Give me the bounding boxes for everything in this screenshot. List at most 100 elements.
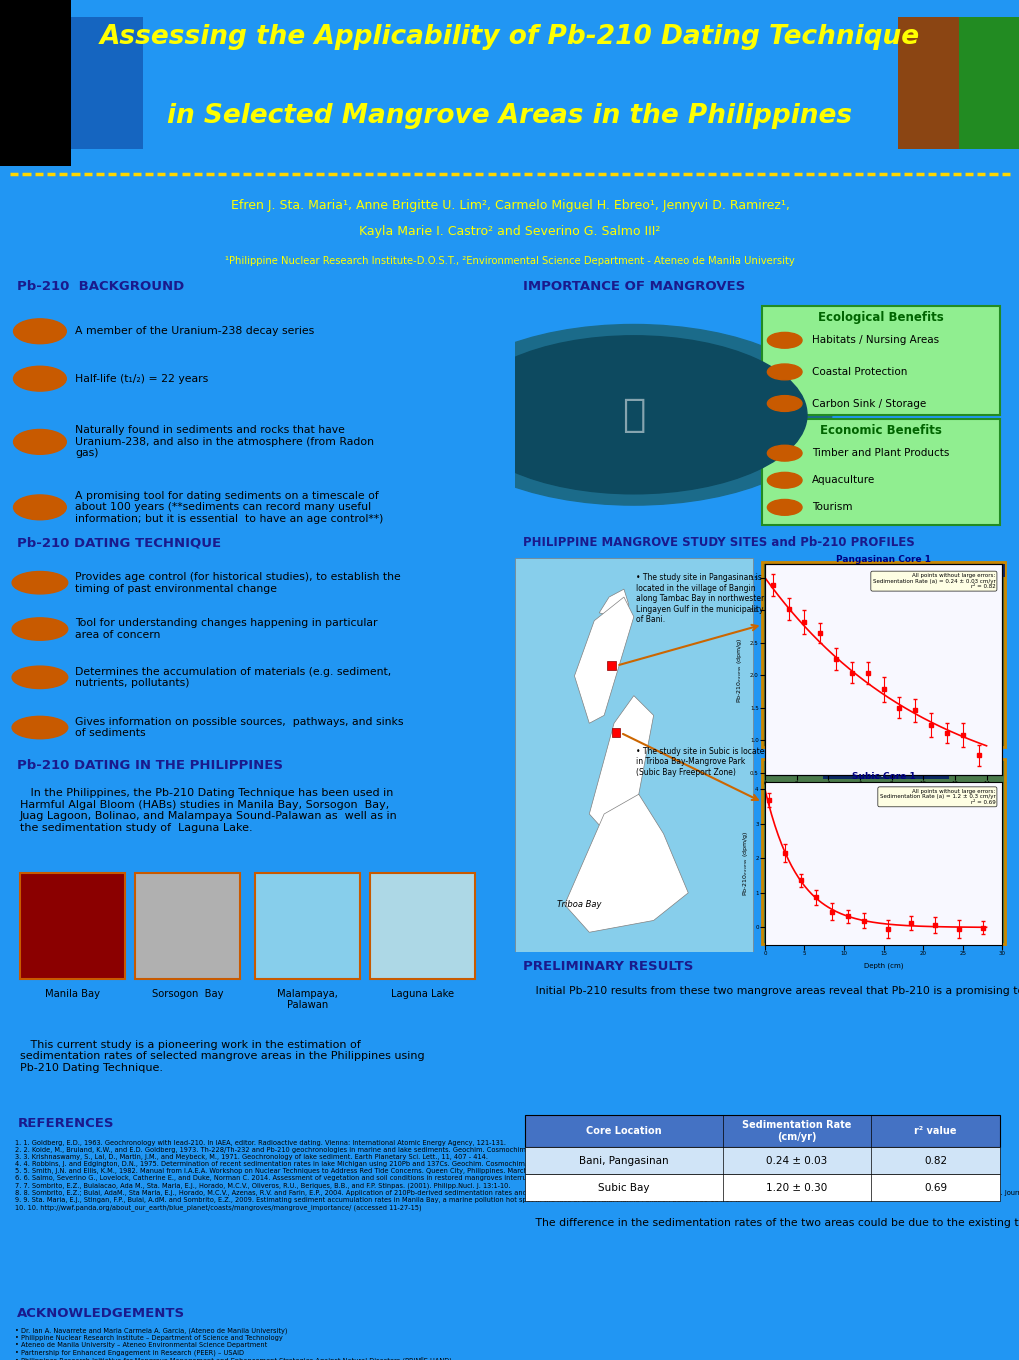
Text: 1.20 ± 0.30: 1.20 ± 0.30 — [765, 1183, 826, 1193]
Circle shape — [766, 364, 801, 379]
Text: Habitats / Nursing Areas: Habitats / Nursing Areas — [811, 336, 938, 345]
FancyBboxPatch shape — [370, 873, 475, 979]
Text: BANI, PANGASINAN: BANI, PANGASINAN — [897, 566, 1002, 575]
Bar — [958, 16, 1019, 150]
Text: Core Location: Core Location — [586, 1126, 661, 1136]
Circle shape — [435, 325, 830, 505]
Title: Pangasinan Core 1: Pangasinan Core 1 — [836, 555, 930, 563]
FancyBboxPatch shape — [525, 1115, 999, 1146]
Text: 1. 1. Goldberg, E.D., 1963. Geochronology with lead-210. In IAEA, editor. Radioa: 1. 1. Goldberg, E.D., 1963. Geochronolog… — [15, 1140, 1019, 1210]
Circle shape — [461, 336, 806, 494]
Polygon shape — [574, 597, 633, 724]
Text: Initial Pb-210 results from these two mangrove areas reveal that Pb-210 is a pro: Initial Pb-210 results from these two ma… — [525, 986, 1019, 996]
Text: Tourism: Tourism — [811, 502, 852, 513]
Circle shape — [12, 717, 67, 738]
Text: PHILIPPINE MANGROVE STUDY SITES and Pb-210 PROFILES: PHILIPPINE MANGROVE STUDY SITES and Pb-2… — [522, 536, 913, 549]
Text: IMPORTANCE OF MANGROVES: IMPORTANCE OF MANGROVES — [522, 280, 744, 294]
Text: Pb-210 DATING IN THE PHILIPPINES: Pb-210 DATING IN THE PHILIPPINES — [17, 759, 283, 772]
Text: Carbon Sink / Storage: Carbon Sink / Storage — [811, 398, 925, 408]
Circle shape — [766, 332, 801, 348]
Bar — [611, 729, 620, 737]
Circle shape — [13, 366, 66, 392]
Circle shape — [13, 430, 66, 454]
Circle shape — [766, 445, 801, 461]
Polygon shape — [598, 589, 629, 617]
Polygon shape — [565, 794, 688, 933]
Circle shape — [13, 318, 66, 344]
Text: Gives information on possible sources,  pathways, and sinks
of sediments: Gives information on possible sources, p… — [74, 717, 404, 738]
Text: A promising tool for dating sediments on a timescale of
about 100 years (**sedim: A promising tool for dating sediments on… — [74, 491, 383, 524]
Text: Efren J. Sta. Maria¹, Anne Brigitte U. Lim², Carmelo Miguel H. Ebreo¹, Jennyvi D: Efren J. Sta. Maria¹, Anne Brigitte U. L… — [230, 199, 789, 212]
Text: Provides age control (for historical studies), to establish the
timing of past e: Provides age control (for historical stu… — [74, 573, 400, 593]
Circle shape — [12, 666, 67, 688]
Text: SUBIC BAY, ZAMBALES: SUBIC BAY, ZAMBALES — [824, 767, 947, 777]
Text: • Dr. Ian A. Navarrete and Maria Carmela A. Garcia, (Ateneo de Manila University: • Dr. Ian A. Navarrete and Maria Carmela… — [15, 1327, 451, 1360]
Text: Half-life (t₁/₂) = 22 years: Half-life (t₁/₂) = 22 years — [74, 374, 208, 384]
Text: • The study site in Pangasinan is
located in the village of Bangin
along Tambac : • The study site in Pangasinan is locate… — [636, 574, 768, 624]
Text: Kayla Marie I. Castro² and Severino G. Salmo III²: Kayla Marie I. Castro² and Severino G. S… — [359, 226, 660, 238]
Text: in Selected Mangrove Areas in the Philippines: in Selected Mangrove Areas in the Philip… — [167, 103, 852, 129]
Text: All points without large errors:
Sedimentation Rate (a) = 0.24 ± 0.03 cm/yr
r² =: All points without large errors: Sedimen… — [871, 573, 995, 589]
Text: PRELIMINARY RESULTS: PRELIMINARY RESULTS — [522, 960, 692, 974]
Text: ¹Philippine Nuclear Research Institute-D.O.S.T., ²Environmental Science Departme: ¹Philippine Nuclear Research Institute-D… — [225, 257, 794, 267]
Text: Aquaculture: Aquaculture — [811, 475, 874, 486]
Circle shape — [766, 472, 801, 488]
Text: Naturally found in sediments and rocks that have
Uranium-238, and also in the at: Naturally found in sediments and rocks t… — [74, 426, 374, 458]
Text: Timber and Plant Products: Timber and Plant Products — [811, 449, 949, 458]
FancyBboxPatch shape — [255, 873, 360, 979]
Text: Laguna Lake: Laguna Lake — [390, 989, 453, 998]
Text: Coastal Protection: Coastal Protection — [811, 367, 907, 377]
Bar — [71, 16, 143, 150]
Text: This current study is a pioneering work in the estimation of
sedimentation rates: This current study is a pioneering work … — [19, 1040, 424, 1073]
Text: ★: ★ — [935, 683, 954, 702]
Bar — [0, 0, 71, 166]
Text: ★: ★ — [862, 872, 879, 891]
FancyBboxPatch shape — [761, 419, 999, 525]
Text: Bani: Bani — [858, 722, 882, 732]
Text: Sedimentation Rate
(cm/yr): Sedimentation Rate (cm/yr) — [742, 1121, 851, 1142]
Bar — [606, 661, 614, 670]
Text: In the Philippines, the Pb-210 Dating Technique has been used in
Harmful Algal B: In the Philippines, the Pb-210 Dating Te… — [19, 787, 397, 832]
FancyBboxPatch shape — [19, 873, 125, 979]
Text: r² value: r² value — [913, 1126, 956, 1136]
Circle shape — [766, 499, 801, 515]
Text: Pb-210  BACKGROUND: Pb-210 BACKGROUND — [17, 280, 184, 294]
Text: 0.82: 0.82 — [923, 1156, 947, 1166]
Text: The difference in the sedimentation rates of the two areas could be due to the e: The difference in the sedimentation rate… — [525, 1219, 1019, 1228]
Y-axis label: Pb-210$_{excess}$ (dpm/g): Pb-210$_{excess}$ (dpm/g) — [740, 831, 749, 896]
FancyBboxPatch shape — [525, 1174, 999, 1201]
Text: Ecological Benefits: Ecological Benefits — [817, 311, 944, 324]
FancyBboxPatch shape — [525, 1146, 999, 1174]
Text: A member of the Uranium-238 decay series: A member of the Uranium-238 decay series — [74, 326, 314, 336]
Circle shape — [12, 617, 67, 641]
Text: 0.69: 0.69 — [923, 1183, 947, 1193]
Text: Sorsogon  Bay: Sorsogon Bay — [152, 989, 223, 998]
Text: Determines the accumulation of materials (e.g. sediment,
nutrients, pollutants): Determines the accumulation of materials… — [74, 666, 390, 688]
Text: Manila Bay: Manila Bay — [45, 989, 100, 998]
Text: • The study site in Subic is located
in Triboa Bay-Mangrove Park
(Subic Bay Free: • The study site in Subic is located in … — [636, 747, 768, 777]
Text: Bani, Pangasinan: Bani, Pangasinan — [579, 1156, 668, 1166]
Circle shape — [13, 495, 66, 520]
Text: Assessing the Applicability of Pb-210 Dating Technique: Assessing the Applicability of Pb-210 Da… — [100, 23, 919, 49]
FancyBboxPatch shape — [135, 873, 240, 979]
Polygon shape — [589, 696, 653, 842]
Title: Subic Core 1: Subic Core 1 — [851, 772, 915, 781]
Bar — [897, 16, 958, 150]
FancyBboxPatch shape — [761, 306, 999, 415]
Text: Subic Bay: Subic Bay — [597, 1183, 649, 1193]
Text: 🌿: 🌿 — [622, 396, 645, 434]
Text: Economic Benefits: Economic Benefits — [819, 424, 942, 437]
Text: Pb-210 DATING TECHNIQUE: Pb-210 DATING TECHNIQUE — [17, 536, 221, 549]
Text: 0.24 ± 0.03: 0.24 ± 0.03 — [765, 1156, 826, 1166]
FancyBboxPatch shape — [761, 562, 1004, 747]
FancyBboxPatch shape — [761, 759, 1004, 944]
Circle shape — [12, 571, 67, 594]
X-axis label: Depth (cm): Depth (cm) — [863, 792, 903, 798]
Text: REFERENCES: REFERENCES — [17, 1117, 114, 1130]
Text: All points without large errors:
Sedimentation Rate (a) = 1.2 ± 0.3 cm/yr
r² = 0: All points without large errors: Sedimen… — [878, 789, 995, 805]
Text: Tool for understanding changes happening in particular
area of concern: Tool for understanding changes happening… — [74, 619, 377, 639]
Text: ACKNOWLEDGEMENTS: ACKNOWLEDGEMENTS — [17, 1307, 185, 1319]
Text: Malampaya,
Palawan: Malampaya, Palawan — [277, 989, 337, 1010]
Y-axis label: Pb-210$_{excess}$ (dpm/g): Pb-210$_{excess}$ (dpm/g) — [735, 636, 744, 703]
Circle shape — [766, 396, 801, 412]
